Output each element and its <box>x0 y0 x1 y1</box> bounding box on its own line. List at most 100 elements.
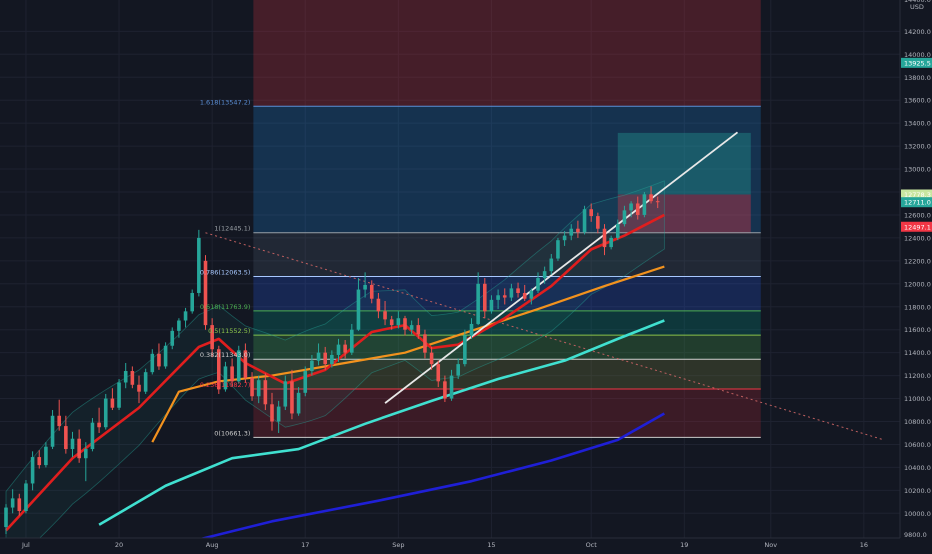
price-axis-bg <box>900 0 932 550</box>
ma-blue-line <box>165 412 665 549</box>
candle-body <box>576 228 580 233</box>
candle-body <box>389 319 394 326</box>
candle-body <box>356 289 361 330</box>
ma-orange-line <box>151 265 665 443</box>
y-tick-label: 13600.0 <box>904 97 931 105</box>
candle-body <box>236 350 241 382</box>
candle-body <box>602 228 607 248</box>
candle-body <box>123 371 128 383</box>
candle-body <box>170 330 175 346</box>
candle-body <box>350 329 354 353</box>
candle-body <box>436 364 441 382</box>
candle-body <box>403 318 407 330</box>
candle-body <box>549 258 554 272</box>
candle-body <box>84 449 88 459</box>
candle-body <box>117 382 121 408</box>
candle-body <box>230 366 234 382</box>
candle-body <box>217 349 221 390</box>
candle-body <box>589 209 593 217</box>
candle-body <box>616 224 620 238</box>
x-tick-label: Jul <box>21 541 30 549</box>
candle-body <box>256 380 261 397</box>
candle-body <box>183 311 188 321</box>
candle-body <box>190 292 194 312</box>
candle-body <box>270 404 274 422</box>
candle-body <box>483 283 487 312</box>
candle-body <box>489 299 494 312</box>
candle-body <box>642 194 647 215</box>
fib-zone-top <box>253 0 761 107</box>
candle-body <box>542 271 547 279</box>
candle-body <box>110 398 115 408</box>
candle-body <box>24 483 28 512</box>
candle-body <box>423 334 427 353</box>
y-tick-label: 11200.0 <box>904 372 931 380</box>
price-label-text: 12778.3 <box>904 191 931 199</box>
candle-body <box>157 353 161 367</box>
candle-body <box>396 318 401 326</box>
fib-zone <box>253 276 761 311</box>
candle-body <box>290 381 294 414</box>
candle-body <box>77 438 81 459</box>
candle-body <box>103 398 108 428</box>
candle-body <box>363 284 367 290</box>
candle-body <box>44 446 48 466</box>
candle-body <box>310 360 314 372</box>
fib-level-label: 1.618(13547.2) <box>200 98 251 106</box>
y-tick-label: 10200.0 <box>904 487 931 495</box>
candle-body <box>203 260 208 326</box>
y-tick-label: 11000.0 <box>904 395 931 403</box>
candle-body <box>130 371 135 385</box>
price-label-box <box>901 197 932 208</box>
candle-body <box>649 194 653 202</box>
candle-body <box>562 235 567 241</box>
candle-body <box>463 335 467 365</box>
trend-line <box>384 131 739 404</box>
fib-zone <box>253 232 761 277</box>
candle-body <box>496 295 500 300</box>
candle-body <box>449 375 454 399</box>
candle-body <box>416 325 421 335</box>
fib-level-label: 0.786(12063.5) <box>200 269 251 277</box>
fib-zone <box>253 310 761 336</box>
y-tick-label: 10800.0 <box>904 418 931 426</box>
candle-body <box>556 240 560 259</box>
fib-zone <box>253 106 761 233</box>
x-tick-label: Oct <box>586 541 598 549</box>
candle-body <box>64 426 68 450</box>
candle-body <box>343 344 347 353</box>
candle-body <box>57 415 61 427</box>
candle-body <box>316 352 321 361</box>
candle-body <box>276 406 281 422</box>
y-tick-label: 14200.0 <box>904 28 931 36</box>
candle-body <box>17 498 22 512</box>
candle-body <box>296 392 301 414</box>
price-label-box <box>901 221 932 232</box>
candle-body <box>456 364 460 376</box>
y-tick-label: 11800.0 <box>904 303 931 311</box>
x-tick-label: Nov <box>764 541 777 549</box>
candle-body <box>263 380 268 405</box>
fib-level-label: 0.618(11763.9) <box>200 303 251 311</box>
candle-body <box>476 283 480 324</box>
price-label-box <box>901 189 932 200</box>
candle-body <box>303 371 308 393</box>
candle-body <box>10 498 15 508</box>
candle-body <box>376 298 381 312</box>
candle-body <box>250 377 254 397</box>
candle-body <box>509 288 514 298</box>
candle-body <box>137 384 141 392</box>
y-tick-label: 12600.0 <box>904 211 931 219</box>
dotted-projection-line <box>205 232 884 441</box>
x-tick-label: 16 <box>860 541 868 549</box>
y-tick-label: 11400.0 <box>904 349 931 357</box>
y-tick-label: 10400.0 <box>904 464 931 472</box>
candle-body <box>143 372 148 392</box>
candle-body <box>622 210 627 225</box>
candle-body <box>243 350 248 378</box>
candle-body <box>596 216 600 229</box>
time-axis-bg <box>0 538 932 550</box>
candle-body <box>70 438 75 450</box>
